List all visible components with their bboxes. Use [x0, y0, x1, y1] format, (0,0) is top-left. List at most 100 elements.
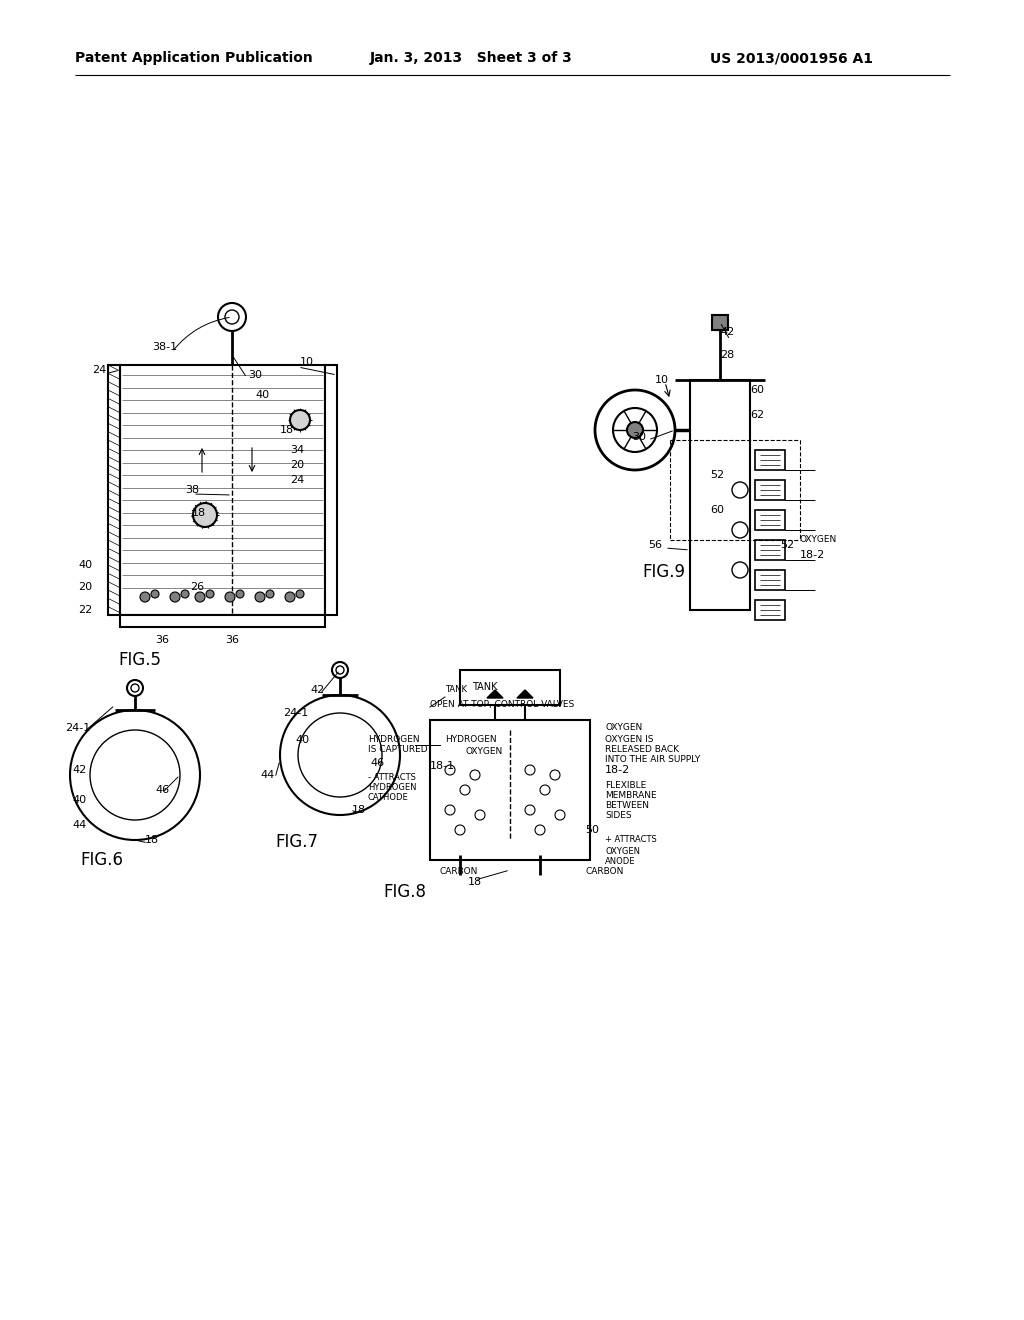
Bar	[430, 719, 590, 861]
Text: 18-1: 18-1	[430, 762, 455, 771]
Text: 24: 24	[92, 366, 106, 375]
Text: 20: 20	[78, 582, 92, 591]
Text: 60: 60	[750, 385, 764, 395]
Circle shape	[290, 411, 310, 430]
Text: FIG.5: FIG.5	[118, 651, 161, 669]
Text: FIG.6: FIG.6	[80, 851, 123, 869]
Text: 18: 18	[193, 508, 206, 517]
Circle shape	[170, 591, 180, 602]
Text: 24-1: 24-1	[283, 708, 308, 718]
Text: US 2013/0001956 A1: US 2013/0001956 A1	[710, 51, 873, 65]
Text: + ATTRACTS: + ATTRACTS	[605, 836, 656, 845]
Text: CARBON: CARBON	[585, 867, 624, 876]
Text: INTO THE AIR SUPPLY: INTO THE AIR SUPPLY	[605, 755, 700, 764]
Text: ANODE: ANODE	[605, 858, 636, 866]
Text: 30: 30	[632, 432, 646, 442]
Text: 46: 46	[370, 758, 384, 768]
Text: 24-1: 24-1	[65, 723, 90, 733]
Text: 18: 18	[280, 425, 294, 436]
Bar	[120, 615, 325, 627]
Circle shape	[255, 591, 265, 602]
Text: 44: 44	[72, 820, 86, 830]
Bar	[755, 540, 785, 560]
Text: 44: 44	[260, 770, 274, 780]
Text: OXYGEN: OXYGEN	[605, 847, 640, 857]
Circle shape	[627, 422, 643, 438]
Bar	[460, 671, 560, 705]
Circle shape	[206, 590, 214, 598]
Circle shape	[193, 503, 217, 527]
Text: TANK: TANK	[445, 685, 467, 694]
Text: 10: 10	[300, 356, 314, 367]
Text: 40: 40	[72, 795, 86, 805]
Text: 40: 40	[255, 389, 269, 400]
Circle shape	[236, 590, 244, 598]
Text: HYDROGEN: HYDROGEN	[445, 735, 497, 744]
Text: 18-2: 18-2	[605, 766, 630, 775]
Text: Jan. 3, 2013   Sheet 3 of 3: Jan. 3, 2013 Sheet 3 of 3	[370, 51, 572, 65]
Text: 22: 22	[78, 605, 92, 615]
Bar	[120, 366, 325, 615]
Text: OXYGEN IS: OXYGEN IS	[605, 735, 653, 744]
Text: FLEXIBLE: FLEXIBLE	[605, 780, 646, 789]
Text: 18: 18	[468, 876, 482, 887]
Bar	[755, 450, 785, 470]
Text: 30: 30	[248, 370, 262, 380]
Text: 52: 52	[780, 540, 795, 550]
Text: MEMBRANE: MEMBRANE	[605, 791, 656, 800]
Text: OXYGEN: OXYGEN	[465, 747, 502, 756]
Circle shape	[285, 591, 295, 602]
Text: HYDROGEN: HYDROGEN	[368, 735, 420, 744]
Text: 42: 42	[720, 327, 734, 337]
Text: 62: 62	[750, 411, 764, 420]
Text: 20: 20	[290, 459, 304, 470]
Text: 28: 28	[720, 350, 734, 360]
Text: 36: 36	[155, 635, 169, 645]
Circle shape	[296, 590, 304, 598]
Text: CATHODE: CATHODE	[368, 793, 409, 803]
Text: Patent Application Publication: Patent Application Publication	[75, 51, 312, 65]
Text: 10: 10	[655, 375, 669, 385]
Text: 18: 18	[145, 836, 159, 845]
Bar	[755, 480, 785, 500]
Text: 42: 42	[310, 685, 325, 696]
Bar	[325, 366, 337, 615]
Circle shape	[181, 590, 189, 598]
Text: FIG.9: FIG.9	[642, 564, 685, 581]
Bar	[755, 570, 785, 590]
Text: 34: 34	[290, 445, 304, 455]
Text: CARBON: CARBON	[440, 867, 478, 876]
Circle shape	[151, 590, 159, 598]
Text: SIDES: SIDES	[605, 810, 632, 820]
Text: 40: 40	[295, 735, 309, 744]
Text: 24: 24	[290, 475, 304, 484]
Text: 18: 18	[352, 805, 367, 814]
Text: 60: 60	[710, 506, 724, 515]
Circle shape	[195, 591, 205, 602]
Bar	[755, 601, 785, 620]
Text: - ATTRACTS: - ATTRACTS	[368, 774, 416, 783]
Text: 40: 40	[78, 560, 92, 570]
Text: 18-2: 18-2	[800, 550, 825, 560]
Text: FIG.7: FIG.7	[275, 833, 318, 851]
Text: OXYGEN: OXYGEN	[800, 536, 838, 544]
Text: 38: 38	[185, 484, 199, 495]
Text: 38-1: 38-1	[152, 342, 177, 352]
Text: HYDROGEN: HYDROGEN	[368, 784, 417, 792]
Text: 52: 52	[710, 470, 724, 480]
Text: 26: 26	[190, 582, 204, 591]
Text: 50: 50	[585, 825, 599, 836]
Text: 36: 36	[225, 635, 239, 645]
Text: IS CAPTURED: IS CAPTURED	[368, 746, 428, 755]
Text: RELEASED BACK: RELEASED BACK	[605, 746, 679, 755]
Text: 42: 42	[72, 766, 86, 775]
Bar	[690, 380, 750, 610]
Text: FIG.8: FIG.8	[383, 883, 426, 902]
Circle shape	[225, 591, 234, 602]
Text: TANK: TANK	[472, 682, 498, 692]
Bar	[755, 510, 785, 531]
Text: OXYGEN: OXYGEN	[605, 723, 642, 733]
Text: 56: 56	[648, 540, 662, 550]
Bar	[712, 315, 728, 330]
Text: BETWEEN: BETWEEN	[605, 800, 649, 809]
